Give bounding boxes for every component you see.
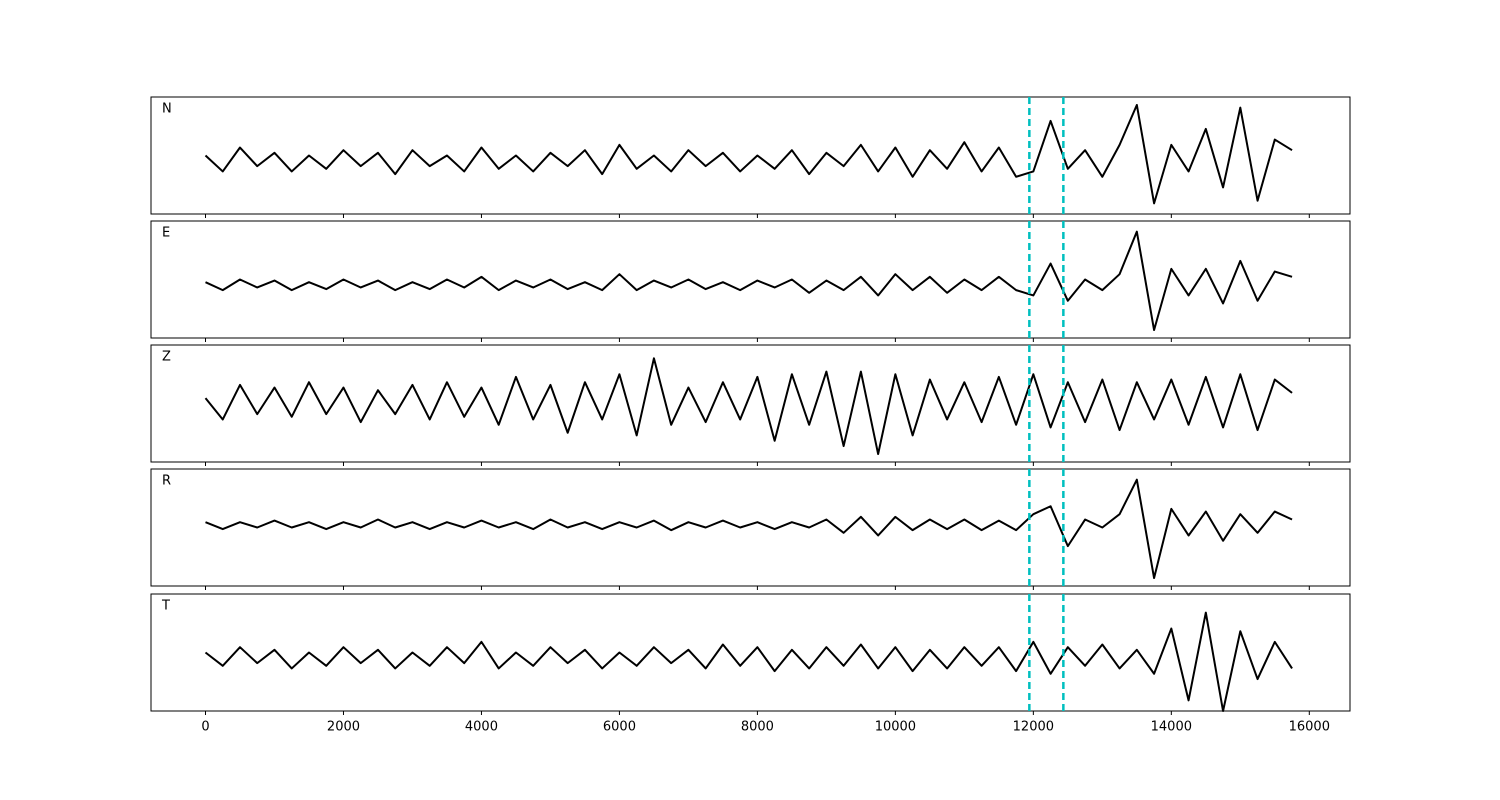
panel-frame bbox=[150, 344, 1351, 463]
panel-frame bbox=[150, 593, 1351, 712]
panel-label: Z bbox=[162, 350, 171, 365]
trace bbox=[204, 357, 1293, 456]
x-tick-label: 10000 bbox=[875, 720, 916, 735]
panel-frame bbox=[150, 220, 1351, 339]
panel-label: T bbox=[161, 599, 170, 614]
panel-label: R bbox=[162, 474, 171, 489]
x-tick-label: 2000 bbox=[327, 720, 360, 735]
panel-label: N bbox=[162, 102, 172, 117]
x-tick-label: 6000 bbox=[603, 720, 636, 735]
panel-frame bbox=[150, 468, 1351, 587]
trace bbox=[204, 103, 1293, 205]
panel-frame bbox=[150, 96, 1351, 215]
trace bbox=[205, 230, 1293, 332]
x-tick-label: 0 bbox=[201, 720, 209, 735]
x-tick-label: 14000 bbox=[1151, 720, 1192, 735]
x-tick-label: 4000 bbox=[465, 720, 498, 735]
trace bbox=[205, 478, 1293, 580]
panel-label: E bbox=[162, 226, 170, 241]
x-tick-label: 16000 bbox=[1289, 720, 1330, 735]
trace bbox=[204, 611, 1293, 712]
x-tick-label: 8000 bbox=[741, 720, 774, 735]
x-tick-label: 12000 bbox=[1013, 720, 1054, 735]
